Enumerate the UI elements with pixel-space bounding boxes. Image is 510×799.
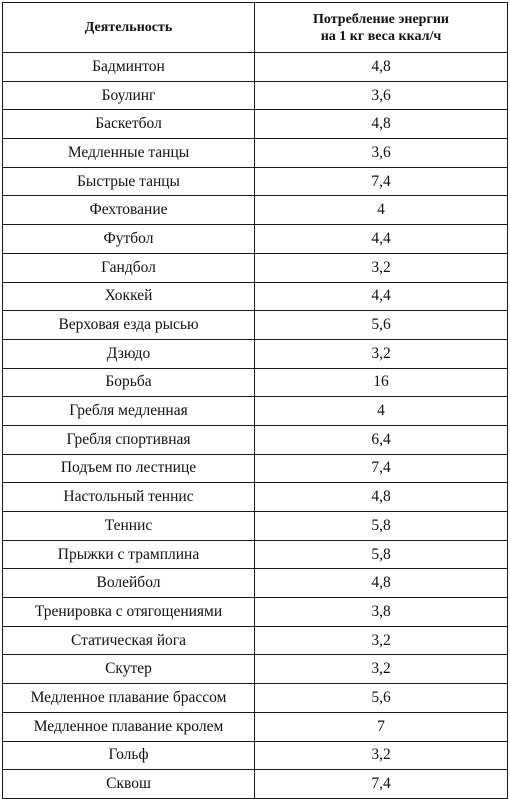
activity-cell: Тренировка с отягощениями (2, 597, 255, 627)
header-energy-line2: на 1 кг веса ккал/ч (320, 28, 442, 44)
energy-value-cell: 4 (254, 396, 508, 426)
table-header-row: Деятельность Потребление энергии на 1 кг… (2, 2, 508, 53)
activity-cell: Дзюдо (2, 338, 255, 369)
energy-value-cell: 3,6 (254, 80, 508, 111)
header-energy: Потребление энергии на 1 кг веса ккал/ч (254, 2, 508, 53)
table-row: Бадминтон 4,8 (2, 52, 508, 82)
energy-value-cell: 5,8 (254, 511, 508, 541)
energy-value-cell: 3,2 (254, 252, 508, 283)
energy-value-cell: 5,6 (254, 683, 508, 713)
energy-value-cell: 7 (254, 711, 508, 742)
activity-cell: Гандбол (2, 252, 255, 283)
table-row: Баскетбол 4,8 (2, 109, 508, 140)
energy-value-cell: 4 (254, 195, 508, 226)
activity-cell: Боулинг (2, 80, 255, 111)
table-row: Подъем по лестнице 7,4 (2, 453, 508, 484)
activity-cell: Верховая езда рысью (2, 310, 255, 340)
energy-value-cell: 3,2 (254, 740, 508, 771)
table-row: Фехтование 4 (2, 195, 508, 226)
activity-cell: Подъем по лестнице (2, 453, 255, 484)
activity-cell: Статическая йога (2, 625, 255, 656)
energy-value-cell: 3,6 (254, 138, 508, 168)
table-row: Гребля медленная 4 (2, 396, 508, 426)
energy-value-cell: 4,4 (254, 281, 508, 312)
table-row: Гребля спортивная 6,4 (2, 424, 508, 455)
activity-cell: Медленные танцы (2, 138, 255, 168)
activity-cell: Фехтование (2, 195, 255, 226)
activity-cell: Хоккей (2, 281, 255, 312)
header-energy-line1: Потребление энергии (313, 11, 449, 27)
energy-value-cell: 4,8 (254, 109, 508, 140)
table-row: Боулинг 3,6 (2, 80, 508, 111)
activity-cell: Медленное плавание брассом (2, 683, 255, 713)
table-row: Борьба 16 (2, 367, 508, 398)
table-row: Медленное плавание брассом 5,6 (2, 683, 508, 713)
table-row: Быстрые танцы 7,4 (2, 166, 508, 197)
table-row: Скутер 3,2 (2, 654, 508, 685)
table-row: Медленное плавание кролем 7 (2, 711, 508, 742)
energy-value-cell: 4,8 (254, 568, 508, 599)
energy-value-cell: 3,2 (254, 625, 508, 656)
energy-value-cell: 4,8 (254, 482, 508, 512)
activity-cell: Борьба (2, 367, 255, 398)
activity-cell: Гребля спортивная (2, 424, 255, 455)
energy-value-cell: 7,4 (254, 769, 508, 799)
energy-value-cell: 4,8 (254, 52, 508, 82)
table-row: Дзюдо 3,2 (2, 338, 508, 369)
activity-cell: Теннис (2, 511, 255, 541)
table-row: Теннис 5,8 (2, 511, 508, 541)
activity-cell: Бадминтон (2, 52, 255, 82)
energy-value-cell: 16 (254, 367, 508, 398)
table-body: Бадминтон 4,8 Боулинг 3,6 Баскетбол 4,8 Медлен… (2, 52, 508, 799)
activity-cell: Настольный теннис (2, 482, 255, 512)
activity-cell: Скутер (2, 654, 255, 685)
activity-cell: Баскетбол (2, 109, 255, 140)
table-row: Настольный теннис 4,8 (2, 482, 508, 512)
table-row: Статическая йога 3,2 (2, 625, 508, 656)
table-row: Медленные танцы 3,6 (2, 138, 508, 168)
energy-value-cell: 7,4 (254, 453, 508, 484)
energy-value-cell: 6,4 (254, 424, 508, 455)
table-row: Тренировка с отягощениями 3,8 (2, 597, 508, 627)
table-row: Футбол 4,4 (2, 224, 508, 254)
table-row: Гандбол 3,2 (2, 252, 508, 283)
energy-value-cell: 4,4 (254, 224, 508, 254)
energy-value-cell: 5,8 (254, 539, 508, 570)
activity-cell: Гольф (2, 740, 255, 771)
table-row: Гольф 3,2 (2, 740, 508, 771)
energy-value-cell: 3,2 (254, 654, 508, 685)
table-row: Верховая езда рысью 5,6 (2, 310, 508, 340)
table-row: Прыжки с трамплина 5,8 (2, 539, 508, 570)
activity-cell: Футбол (2, 224, 255, 254)
activity-cell: Гребля медленная (2, 396, 255, 426)
energy-value-cell: 5,6 (254, 310, 508, 340)
activity-cell: Сквош (2, 769, 255, 799)
activity-cell: Быстрые танцы (2, 166, 255, 197)
table-row: Волейбол 4,8 (2, 568, 508, 599)
table-row: Хоккей 4,4 (2, 281, 508, 312)
activity-cell: Волейбол (2, 568, 255, 599)
table-row: Сквош 7,4 (2, 769, 508, 799)
header-activity: Деятельность (2, 2, 255, 53)
energy-value-cell: 3,8 (254, 597, 508, 627)
energy-value-cell: 7,4 (254, 166, 508, 197)
activity-cell: Прыжки с трамплина (2, 539, 255, 570)
activity-cell: Медленное плавание кролем (2, 711, 255, 742)
energy-value-cell: 3,2 (254, 338, 508, 369)
